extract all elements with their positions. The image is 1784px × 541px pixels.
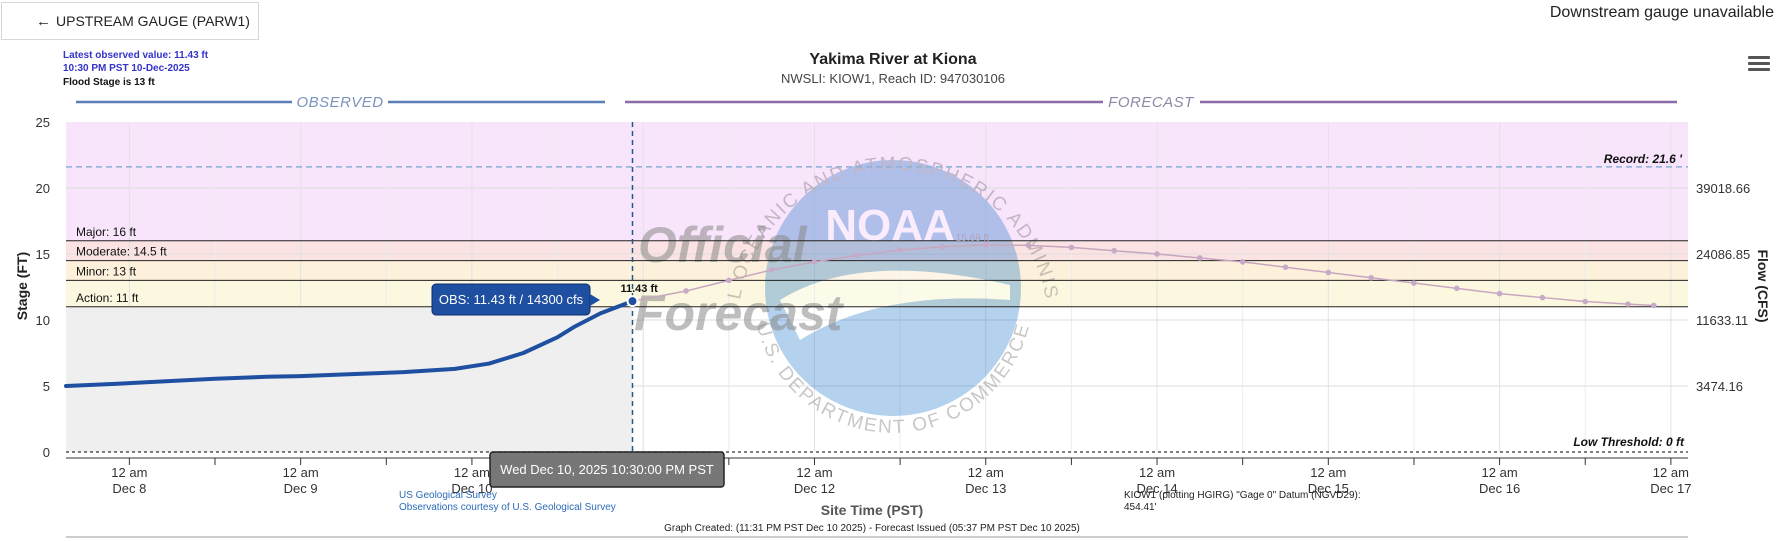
y-tick-label: 0 xyxy=(43,445,50,460)
x-tick-label: 12 am xyxy=(1482,465,1518,480)
latest-observed-value: Latest observed value: 11.43 ft xyxy=(63,50,209,61)
y-tick-label: 15 xyxy=(36,247,50,262)
forecast-point xyxy=(982,242,989,248)
record-label: Record: 21.6 ' xyxy=(1604,152,1683,166)
watermark-forecast: Forecast xyxy=(634,285,845,341)
x-tick-date: Dec 12 xyxy=(794,481,835,496)
observed-point-label: 11.43 ft xyxy=(621,283,659,295)
forecast-point xyxy=(940,243,946,250)
x-tick-date: Dec 13 xyxy=(965,481,1006,496)
noaa-text: NOAA xyxy=(825,201,955,250)
y2-tick-label: 3474.16 xyxy=(1696,379,1743,394)
forecast-point xyxy=(683,288,689,294)
arrow-left-icon: ← xyxy=(36,13,51,30)
observed-tooltip: OBS: 11.43 ft / 14300 cfs xyxy=(431,283,600,316)
x-tick-label: 12 am xyxy=(968,465,1004,480)
forecast-point xyxy=(854,252,861,259)
usgs-observations-credit[interactable]: Observations courtesy of U.S. Geological… xyxy=(399,502,616,513)
x-tick-date: Dec 9 xyxy=(284,481,318,496)
forecast-point xyxy=(1453,285,1460,292)
x-tick-label: 12 am xyxy=(1653,465,1689,480)
stage-band-0 xyxy=(66,122,1688,241)
forecast-point xyxy=(1582,298,1589,305)
observed-line xyxy=(64,299,635,388)
forecast-point xyxy=(726,277,732,284)
graph-created-note: Graph Created: (11:31 PM PST Dec 10 2025… xyxy=(664,523,1080,534)
forecast-point xyxy=(1625,301,1631,307)
x-axis-label: Site Time (PST) xyxy=(821,502,923,518)
y2-tick-label: 11633.11 xyxy=(1696,313,1748,328)
y-tick-label: 20 xyxy=(36,181,50,196)
forecast-point xyxy=(1368,274,1374,281)
threshold-label: Action: 11 ft xyxy=(76,291,139,305)
y-tick-label: 25 xyxy=(36,115,50,130)
watermark-official: Official xyxy=(638,217,808,273)
forecast-point xyxy=(897,247,903,253)
datum-value: 454.41' xyxy=(1124,502,1157,513)
usgs-credit[interactable]: US Geological Survey xyxy=(399,490,497,501)
x-tick-date: Dec 16 xyxy=(1479,481,1520,496)
chart-title: Yakima River at Kiona xyxy=(809,51,976,68)
datum-note: KIOW1 (plotting HGIRG) "Gage 0" Datum (N… xyxy=(1124,490,1361,501)
crosshair-time-label: Wed Dec 10, 2025 10:30:00 PM PST xyxy=(489,451,725,488)
forecast-point xyxy=(1068,244,1075,251)
forecast-point xyxy=(1496,290,1503,297)
forecast-point xyxy=(1539,294,1546,301)
forecast-point xyxy=(1411,280,1417,286)
observed-region-shade xyxy=(66,306,633,452)
forecast-label: FORECAST xyxy=(1108,94,1195,111)
x-tick-label: 12 am xyxy=(111,465,147,480)
upstream-gauge-button[interactable]: ← UPSTREAM GAUGE (PARW1) xyxy=(1,2,259,40)
forecast-point xyxy=(1325,269,1332,276)
forecast-point xyxy=(1111,247,1118,254)
threshold-label: Major: 16 ft xyxy=(76,225,137,239)
upstream-gauge-label: UPSTREAM GAUGE (PARW1) xyxy=(56,13,250,29)
x-tick-date: Dec 10 xyxy=(451,481,492,496)
stage-band-3 xyxy=(66,280,1688,307)
x-tick-label: 12 am xyxy=(1310,465,1346,480)
forecast-point xyxy=(811,259,818,265)
threshold-label: Minor: 13 ft xyxy=(76,264,137,278)
y-tick-label: 5 xyxy=(43,379,50,394)
noaa-logo-icon xyxy=(765,160,1021,416)
x-tick-date: Dec 14 xyxy=(1136,481,1177,496)
forecast-point xyxy=(768,267,775,273)
x-tick-date: Dec 17 xyxy=(1650,481,1691,496)
forecast-point xyxy=(1025,242,1032,249)
x-tick-label: 12 am xyxy=(454,465,490,480)
y-axis-label: Stage (FT) xyxy=(14,252,30,320)
y2-tick-label: 39018.66 xyxy=(1696,181,1750,196)
hamburger-menu-icon[interactable] xyxy=(1748,56,1770,74)
forecast-point xyxy=(1282,264,1289,271)
tooltip-text: OBS: 11.43 ft / 14300 cfs xyxy=(439,292,584,307)
x-tick-label: 12 am xyxy=(1139,465,1175,480)
chart-subtitle: NWSLI: KIOW1, Reach ID: 947030106 xyxy=(781,71,1005,86)
downstream-status: Downstream gauge unavailable xyxy=(1549,4,1774,21)
forecast-peak-label: 15.69 ft xyxy=(956,233,990,244)
latest-observed-time: 10:30 PM PST 10-Dec-2025 xyxy=(63,63,190,74)
observed-label: OBSERVED xyxy=(296,94,383,111)
forecast-point xyxy=(1154,251,1160,257)
low-threshold-label: Low Threshold: 0 ft xyxy=(1573,435,1685,449)
y2-axis-label: Flow (CFS) xyxy=(1755,249,1771,322)
forecast-point xyxy=(1650,302,1657,309)
threshold-label: Moderate: 14.5 ft xyxy=(76,245,167,259)
x-tick-label: 12 am xyxy=(283,465,319,480)
forecast-point xyxy=(1239,259,1246,265)
x-tick-label: 12 am xyxy=(796,465,832,480)
x-tick-date: Dec 15 xyxy=(1308,481,1349,496)
flood-stage-note: Flood Stage is 13 ft xyxy=(63,77,155,88)
forecast-point xyxy=(1197,255,1203,261)
observed-latest-point xyxy=(626,295,639,308)
crosshair-time-text: Wed Dec 10, 2025 10:30:00 PM PST xyxy=(500,462,714,477)
x-tick-date: Dec 8 xyxy=(112,481,146,496)
y2-tick-label: 24086.85 xyxy=(1696,247,1750,262)
y-tick-label: 10 xyxy=(36,313,50,328)
